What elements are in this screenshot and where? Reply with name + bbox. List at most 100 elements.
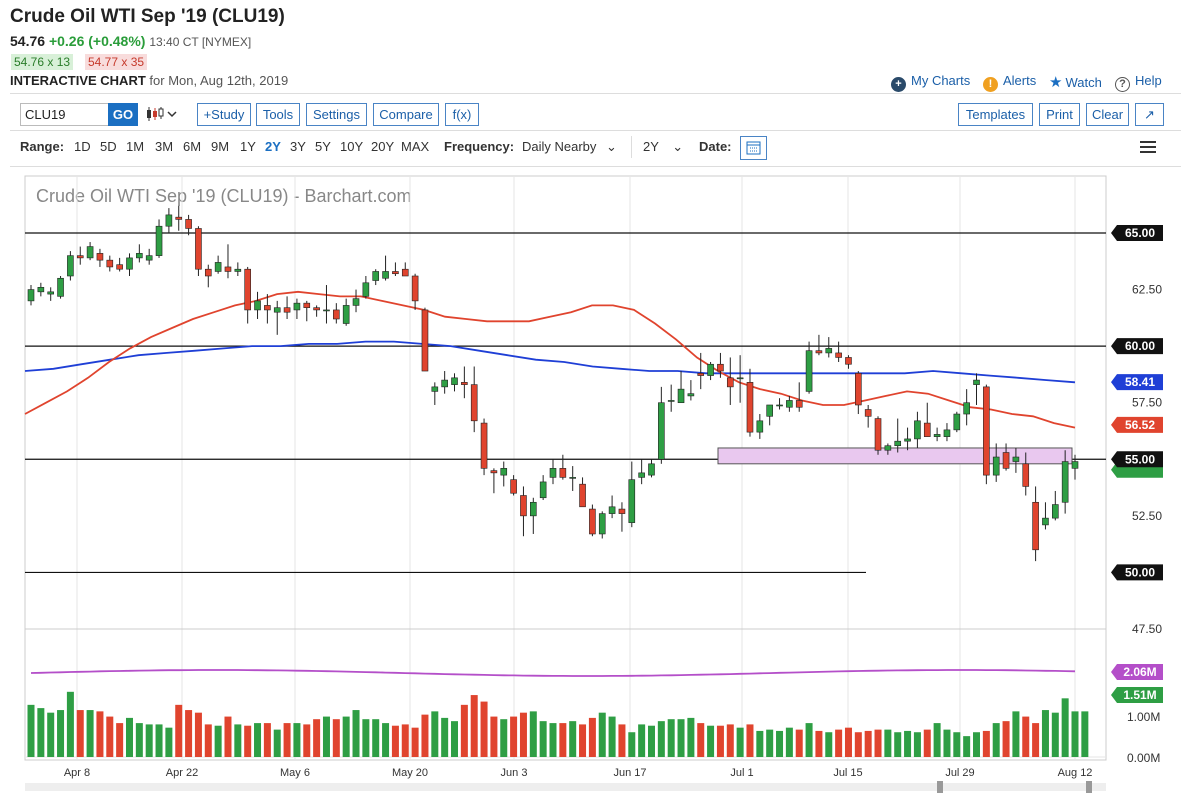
y-tick-label: 47.50 [1132,622,1162,636]
candle-body [264,305,271,311]
volume-bar [352,710,360,757]
range-option-9m[interactable]: 9M [211,139,230,154]
volume-bar [86,710,94,757]
chevron-down-icon: ⌄ [672,139,684,154]
volume-bar [716,725,724,757]
volume-bar [657,721,665,757]
range-option-1d[interactable]: 1D [74,139,91,154]
volume-bar [37,708,45,757]
candle-body [333,309,340,320]
volume-bar [884,729,892,757]
candle-body [717,363,724,372]
calendar-icon [746,141,761,155]
range-option-20y[interactable]: 20Y [371,139,395,154]
range-option-10y[interactable]: 10Y [340,139,364,154]
candle-body [707,363,714,376]
volume-bar [1041,710,1049,757]
menu-button[interactable] [1140,140,1156,154]
candle-body [165,214,173,227]
quote-line: 54.76 +0.26 (+0.48%) 13:40 CT [NYMEX] [10,33,251,49]
volume-bar [805,723,813,757]
candle-body [805,350,813,392]
add-study-button[interactable]: +Study [197,103,251,126]
ask-badge: 54.77 x 35 [85,54,148,70]
candle-body [549,468,557,478]
candle-body [608,506,616,514]
compare-button[interactable]: Compare [373,103,439,126]
volume-bar [825,732,833,757]
chart-scrollbar[interactable] [25,781,1106,793]
scroll-handle-right[interactable] [1086,781,1092,793]
range-option-6m[interactable]: 6M [183,139,202,154]
last-price-tag: 55.00 [1125,452,1155,466]
volume-bar [165,727,173,757]
volume-bar [510,716,518,757]
volume-bar [854,732,862,757]
candle-body [992,456,1000,476]
range-option-2y[interactable]: 2Y [265,139,281,154]
ma50-tag-bg [1111,416,1163,433]
watch-link[interactable]: ★ Watch [1049,73,1102,91]
volume-bar [490,716,498,757]
frequency-dropdown[interactable]: Daily Nearby ⌄ [522,139,617,155]
volume-bar [707,725,715,757]
volume-bar [973,732,981,757]
candle-body [677,388,685,404]
star-icon: ★ [1049,74,1063,91]
expand-button[interactable]: ↗ [1135,103,1164,126]
candle-body [303,302,311,308]
x-tick-label: Jul 29 [945,767,974,779]
volume-bar [618,724,626,757]
candle-body [943,429,951,437]
volume-bar [382,723,390,757]
range-option-1m[interactable]: 1M [126,139,145,154]
date-picker-button[interactable] [740,136,767,160]
volume-bar [175,704,183,757]
go-button[interactable]: GO [108,103,138,126]
candle-body [776,404,783,407]
range-option-1y[interactable]: 1Y [240,139,256,154]
volume-bar [293,723,301,757]
range-option-5d[interactable]: 5D [100,139,117,154]
scroll-handle-left[interactable] [937,781,943,793]
volume-bar [638,724,646,757]
candle-body [145,255,153,261]
volume-bar [894,732,902,757]
candle-body [155,225,163,256]
help-link[interactable]: ? Help [1115,73,1162,92]
my-charts-link[interactable]: + My Charts [891,73,970,92]
level-tag-bg [1111,338,1163,355]
chart-type-dropdown[interactable] [145,104,179,124]
range-option-3y[interactable]: 3Y [290,139,306,154]
volume-bar [116,723,124,757]
period-dropdown[interactable]: 2Y ⌄ [643,139,683,155]
range-option-max[interactable]: MAX [401,139,430,154]
function-button[interactable]: f(x) [445,103,479,126]
print-button[interactable]: Print [1039,103,1080,126]
settings-button[interactable]: Settings [306,103,367,126]
frequency-value: Daily Nearby [522,139,597,154]
volume-bar [234,724,242,757]
tools-button[interactable]: Tools [256,103,300,126]
templates-button[interactable]: Templates [958,103,1033,126]
volume-bar [372,719,380,757]
alerts-link[interactable]: ! Alerts [983,73,1036,92]
candle-body [1002,452,1010,469]
x-tick-label: Jun 3 [501,767,528,779]
candle-body [825,348,833,354]
volume-bar [66,691,74,757]
x-tick-label: Jul 15 [833,767,862,779]
clear-button[interactable]: Clear [1086,103,1129,126]
range-option-5y[interactable]: 5Y [315,139,331,154]
volume-bar [460,704,468,757]
volume-bar [579,724,587,757]
candle-body [530,501,537,517]
candle-body [539,481,547,499]
candle-body [1032,501,1039,551]
candle-body [795,400,803,408]
volume-bar [766,729,774,757]
range-option-3m[interactable]: 3M [155,139,174,154]
candle-body [136,253,143,259]
candle-body [185,219,192,229]
